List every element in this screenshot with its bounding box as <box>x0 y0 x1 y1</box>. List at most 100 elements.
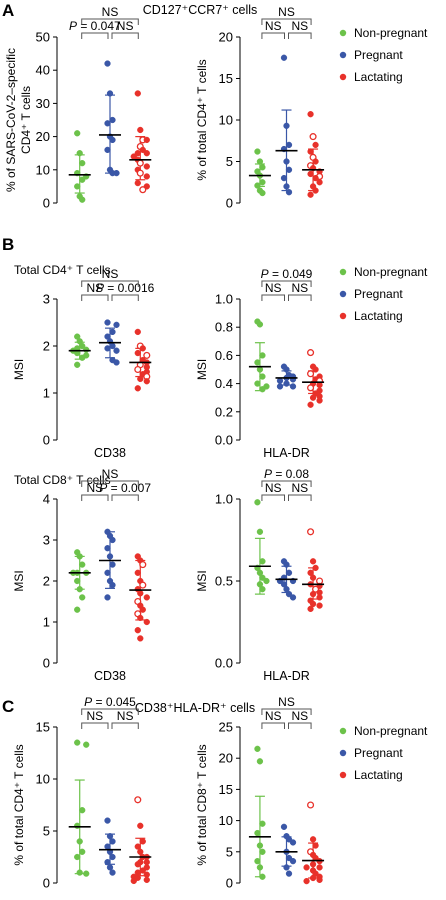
b-cd4-cd38-y-tick-label: 3 <box>43 292 50 307</box>
data-point <box>74 361 81 368</box>
a-right-y-tick-label: 15 <box>219 71 233 86</box>
bracket-label: NS <box>87 281 104 295</box>
data-point <box>130 877 137 885</box>
a-left-series-pregnant <box>99 60 121 177</box>
data-point <box>143 351 151 359</box>
bracket-label: NS <box>265 709 282 723</box>
bracket-line <box>111 494 139 501</box>
panel-letter-b: B <box>2 235 14 254</box>
b-cd4-hladr-y-label: MSI <box>195 359 209 380</box>
data-point <box>289 858 297 865</box>
data-point <box>134 150 141 157</box>
data-point <box>106 864 114 871</box>
b-cd8-cd38-y-tick-label: 2 <box>43 574 50 589</box>
data-point <box>307 170 314 178</box>
data-point <box>109 116 116 124</box>
bracket-line <box>81 494 109 501</box>
bracket-line <box>81 294 109 301</box>
data-point <box>309 133 317 141</box>
bracket-label: NS <box>291 709 308 723</box>
data-point <box>109 838 116 845</box>
data-point <box>76 869 83 876</box>
b-cd4-cd38-x-label: CD38 <box>94 446 126 460</box>
bracket-label: NS <box>291 281 308 295</box>
data-point <box>104 146 111 154</box>
data-point <box>256 528 264 535</box>
bracket-label: NS <box>291 19 308 33</box>
data-point <box>137 375 144 383</box>
data-point <box>309 874 317 882</box>
data-point <box>143 859 150 866</box>
legend-a-label-lactating: Lactating <box>354 70 403 84</box>
data-point <box>113 169 120 177</box>
bracket-label: NS <box>117 19 134 33</box>
data-point <box>113 347 120 354</box>
data-point <box>104 60 111 67</box>
a-left-y-tick-label: 0 <box>43 196 50 211</box>
bracket-line <box>111 722 139 729</box>
c-left-y-tick-label: 10 <box>36 772 50 787</box>
c-right-series-nonpregnant <box>248 745 271 880</box>
c-right-bracket: NS <box>261 695 312 715</box>
panel-c-title: CD38⁺HLA-DR⁺ cells <box>135 701 255 715</box>
b-cd4-hladr-y-tick-label: 0.8 <box>215 320 233 335</box>
data-point <box>259 352 266 359</box>
legend-c-swatch-pregnant <box>339 749 347 757</box>
data-point <box>109 536 116 544</box>
data-point <box>137 126 144 134</box>
data-point <box>309 600 317 608</box>
data-point <box>76 586 83 593</box>
legend-b: Non-pregnant Pregnant Lactating <box>339 265 428 323</box>
data-point <box>74 853 81 861</box>
b-cd8-cd38-series-pregnant <box>99 528 121 601</box>
data-point <box>104 319 111 326</box>
data-point <box>134 843 141 850</box>
bracket-line <box>261 494 285 501</box>
c-left-series-nonpregnant <box>68 739 91 877</box>
p-symbol: P <box>261 267 269 281</box>
panel-b-title-cd4: Total CD4⁺ T cells <box>14 263 111 277</box>
bracket-line <box>81 280 139 287</box>
bracket-line <box>288 722 312 729</box>
data-point <box>79 594 86 601</box>
legend-b-swatch-pregnant <box>339 290 347 298</box>
data-point <box>259 164 266 171</box>
data-point <box>143 163 150 170</box>
data-point <box>106 833 114 840</box>
data-point <box>136 169 144 177</box>
data-point <box>109 561 116 568</box>
data-point <box>280 581 288 588</box>
data-point <box>316 179 323 186</box>
p-value: = 0.08 <box>272 467 309 481</box>
data-point <box>312 141 319 149</box>
c-left-bracket: NS <box>111 709 139 729</box>
legend-c: Non-pregnant Pregnant Lactating <box>339 724 428 782</box>
data-point <box>109 328 116 336</box>
data-point <box>280 823 288 830</box>
data-point <box>134 569 141 576</box>
data-point <box>316 876 323 884</box>
b-cd4-hladr-bracket: P = 0.049 <box>261 267 313 287</box>
b-cd4-cd38-series-lactating <box>129 328 152 392</box>
a-left-y-tick-label: 40 <box>36 63 50 78</box>
data-point <box>309 574 317 581</box>
legend-b-swatch-nonpregnant <box>339 268 347 276</box>
b-cd4-cd38-bracket: P = 0.0016 <box>96 281 155 301</box>
a-left-y-tick-label: 50 <box>36 30 50 45</box>
data-point <box>256 864 264 871</box>
data-point <box>254 148 261 155</box>
b-cd8-hladr-y-tick-label: 1.0 <box>215 492 233 507</box>
data-point <box>312 842 319 849</box>
bracket-line <box>261 280 312 287</box>
b-cd4-cd38-series-nonpregnant <box>68 333 91 368</box>
data-point <box>104 120 111 127</box>
data-point <box>139 581 147 589</box>
data-point <box>137 635 144 642</box>
p-symbol: P <box>69 19 77 33</box>
b-cd8-hladr-y-tick-label: 0.5 <box>215 574 233 589</box>
b-cd8-hladr-bracket: P = 0.08 <box>261 467 312 487</box>
bracket-line <box>261 722 285 729</box>
legend-b-label-pregnant: Pregnant <box>354 287 403 301</box>
